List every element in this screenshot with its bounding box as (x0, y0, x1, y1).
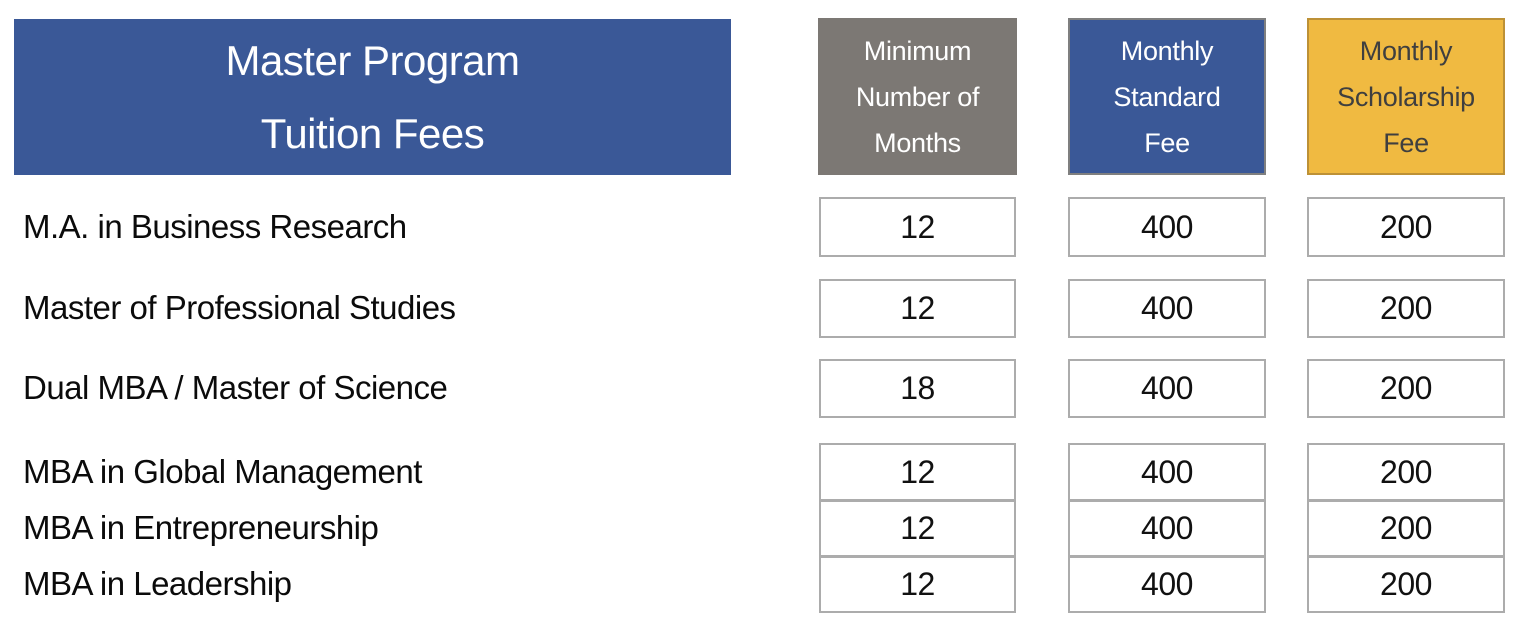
cell-standard-fee: 400 (1068, 279, 1266, 338)
header-line: Monthly (1359, 35, 1453, 66)
cell-scholarship-fee: 200 (1307, 500, 1505, 557)
header-line: Months (874, 127, 961, 158)
column-header-scholarship-fee: Monthly Scholarship Fee (1307, 18, 1505, 175)
cell-scholarship-fee: 200 (1307, 279, 1505, 338)
cell-standard-fee: 400 (1068, 197, 1266, 257)
column-header-standard-fee: Monthly Standard Fee (1068, 18, 1266, 175)
cell-scholarship-fee: 200 (1307, 359, 1505, 418)
cell-standard-fee: 400 (1068, 500, 1266, 557)
program-label: MBA in Entrepreneurship (23, 509, 379, 546)
cell-standard-fee: 400 (1068, 359, 1266, 418)
title-line-1: Master Program (225, 37, 520, 84)
cell-standard-fee: 400 (1068, 443, 1266, 501)
cell-min-months: 12 (819, 279, 1016, 338)
cell-min-months: 12 (819, 500, 1016, 557)
table-title-block: Master Program Tuition Fees (14, 19, 731, 175)
cell-scholarship-fee: 200 (1307, 556, 1505, 613)
column-header-min-months: Minimum Number of Months (818, 18, 1017, 175)
cell-scholarship-fee: 200 (1307, 197, 1505, 257)
program-label: Master of Professional Studies (23, 289, 456, 326)
program-label: Dual MBA / Master of Science (23, 369, 448, 406)
cell-min-months: 12 (819, 443, 1016, 501)
header-line: Scholarship (1337, 81, 1475, 112)
program-label: MBA in Leadership (23, 565, 292, 602)
program-label: MBA in Global Management (23, 453, 422, 490)
header-line: Fee (1144, 127, 1190, 158)
header-line: Monthly (1120, 35, 1214, 66)
cell-standard-fee: 400 (1068, 556, 1266, 613)
program-label: M.A. in Business Research (23, 208, 407, 245)
cell-scholarship-fee: 200 (1307, 443, 1505, 501)
title-line-2: Tuition Fees (260, 110, 485, 157)
header-line: Standard (1113, 81, 1221, 112)
cell-min-months: 12 (819, 556, 1016, 613)
header-line: Number of (855, 81, 980, 112)
header-line: Fee (1383, 127, 1429, 158)
header-line: Minimum (863, 35, 972, 66)
cell-min-months: 18 (819, 359, 1016, 418)
cell-min-months: 12 (819, 197, 1016, 257)
